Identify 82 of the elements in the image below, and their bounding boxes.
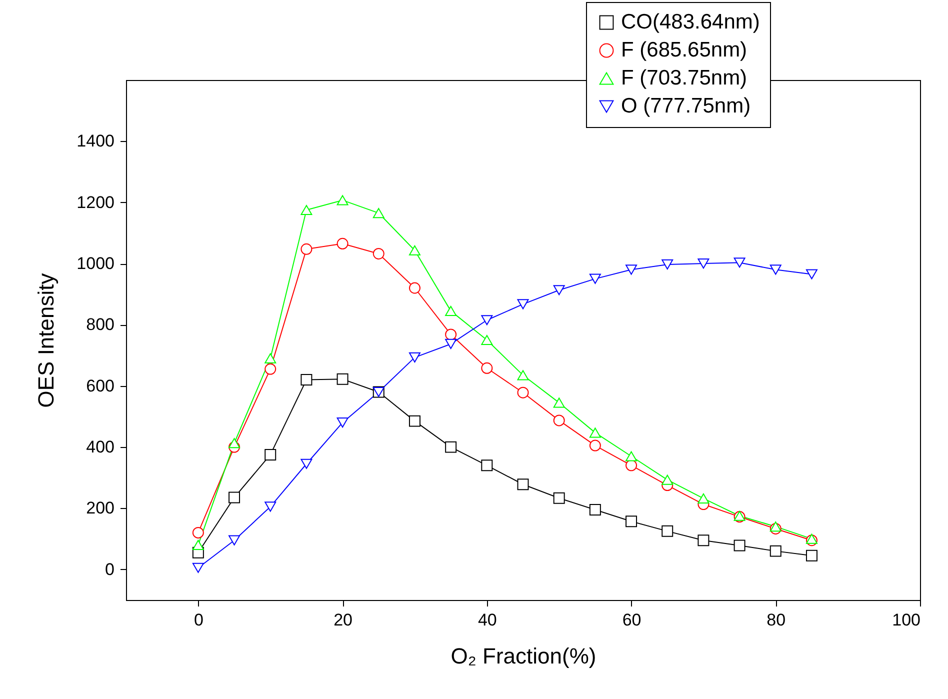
x-tick-label: 0 xyxy=(194,610,204,630)
x-tick-label: 80 xyxy=(766,610,786,630)
point xyxy=(300,374,312,386)
y-tick-label: 200 xyxy=(86,498,114,518)
x-tick-label: 40 xyxy=(478,610,497,630)
point xyxy=(698,493,710,504)
point xyxy=(408,282,420,294)
point xyxy=(553,492,565,504)
point xyxy=(336,195,348,206)
point xyxy=(192,562,204,573)
point xyxy=(553,414,565,426)
legend-label: CO(483.64nm) xyxy=(621,10,760,34)
point xyxy=(445,338,457,350)
point xyxy=(481,460,493,472)
point xyxy=(336,373,348,385)
point xyxy=(445,441,457,453)
point xyxy=(626,516,638,528)
point xyxy=(408,415,420,427)
point xyxy=(481,315,493,326)
point xyxy=(806,534,818,544)
point xyxy=(698,534,710,546)
point xyxy=(228,535,240,546)
x-tick-label: 20 xyxy=(334,610,353,630)
point xyxy=(626,460,638,472)
point xyxy=(300,243,312,255)
point xyxy=(770,522,782,532)
point xyxy=(589,504,601,516)
point xyxy=(662,525,674,537)
y-tick-label: 400 xyxy=(86,438,114,457)
point xyxy=(517,299,529,310)
point xyxy=(192,526,204,538)
point xyxy=(336,238,348,250)
point xyxy=(336,418,348,428)
x-axis-title: O₂ Fraction(%) xyxy=(450,644,596,668)
point xyxy=(408,245,420,256)
point xyxy=(734,258,746,268)
point xyxy=(698,258,710,269)
point xyxy=(408,352,420,362)
legend-label: F (703.75nm) xyxy=(621,66,748,90)
y-tick-label: 1000 xyxy=(76,254,114,274)
y-tick-label: 0 xyxy=(105,560,114,579)
point xyxy=(445,306,457,316)
point xyxy=(372,248,384,260)
x-tick-label: 100 xyxy=(892,610,920,630)
legend-label: O (777.75nm) xyxy=(621,94,751,118)
point xyxy=(517,386,529,398)
point xyxy=(517,478,529,490)
point xyxy=(445,328,457,340)
y-tick-label: 600 xyxy=(86,376,114,396)
y-tick-label: 1200 xyxy=(76,192,114,212)
point xyxy=(806,550,818,562)
point xyxy=(626,451,638,462)
point xyxy=(300,204,312,216)
point xyxy=(300,458,312,469)
point xyxy=(734,540,746,552)
point xyxy=(228,438,240,448)
point xyxy=(264,502,276,512)
y-axis-title: OES Intensity xyxy=(34,273,59,408)
point xyxy=(264,448,276,460)
point xyxy=(770,264,782,275)
point xyxy=(589,428,601,438)
point xyxy=(517,370,529,380)
y-tick-label: 800 xyxy=(86,315,114,334)
point xyxy=(626,264,638,275)
point xyxy=(662,474,674,485)
point xyxy=(662,259,674,270)
point xyxy=(372,208,384,218)
point xyxy=(589,274,601,284)
point xyxy=(192,540,204,550)
point xyxy=(264,363,276,375)
point xyxy=(806,269,818,280)
point xyxy=(264,353,276,364)
point xyxy=(481,362,493,374)
point xyxy=(770,545,782,557)
point xyxy=(553,285,565,296)
point xyxy=(481,334,493,346)
legend-label: F (685.65nm) xyxy=(621,38,748,62)
x-tick-label: 60 xyxy=(622,610,642,630)
point xyxy=(228,492,240,504)
point xyxy=(589,440,601,452)
point xyxy=(553,398,565,408)
y-tick-label: 1400 xyxy=(76,132,114,151)
